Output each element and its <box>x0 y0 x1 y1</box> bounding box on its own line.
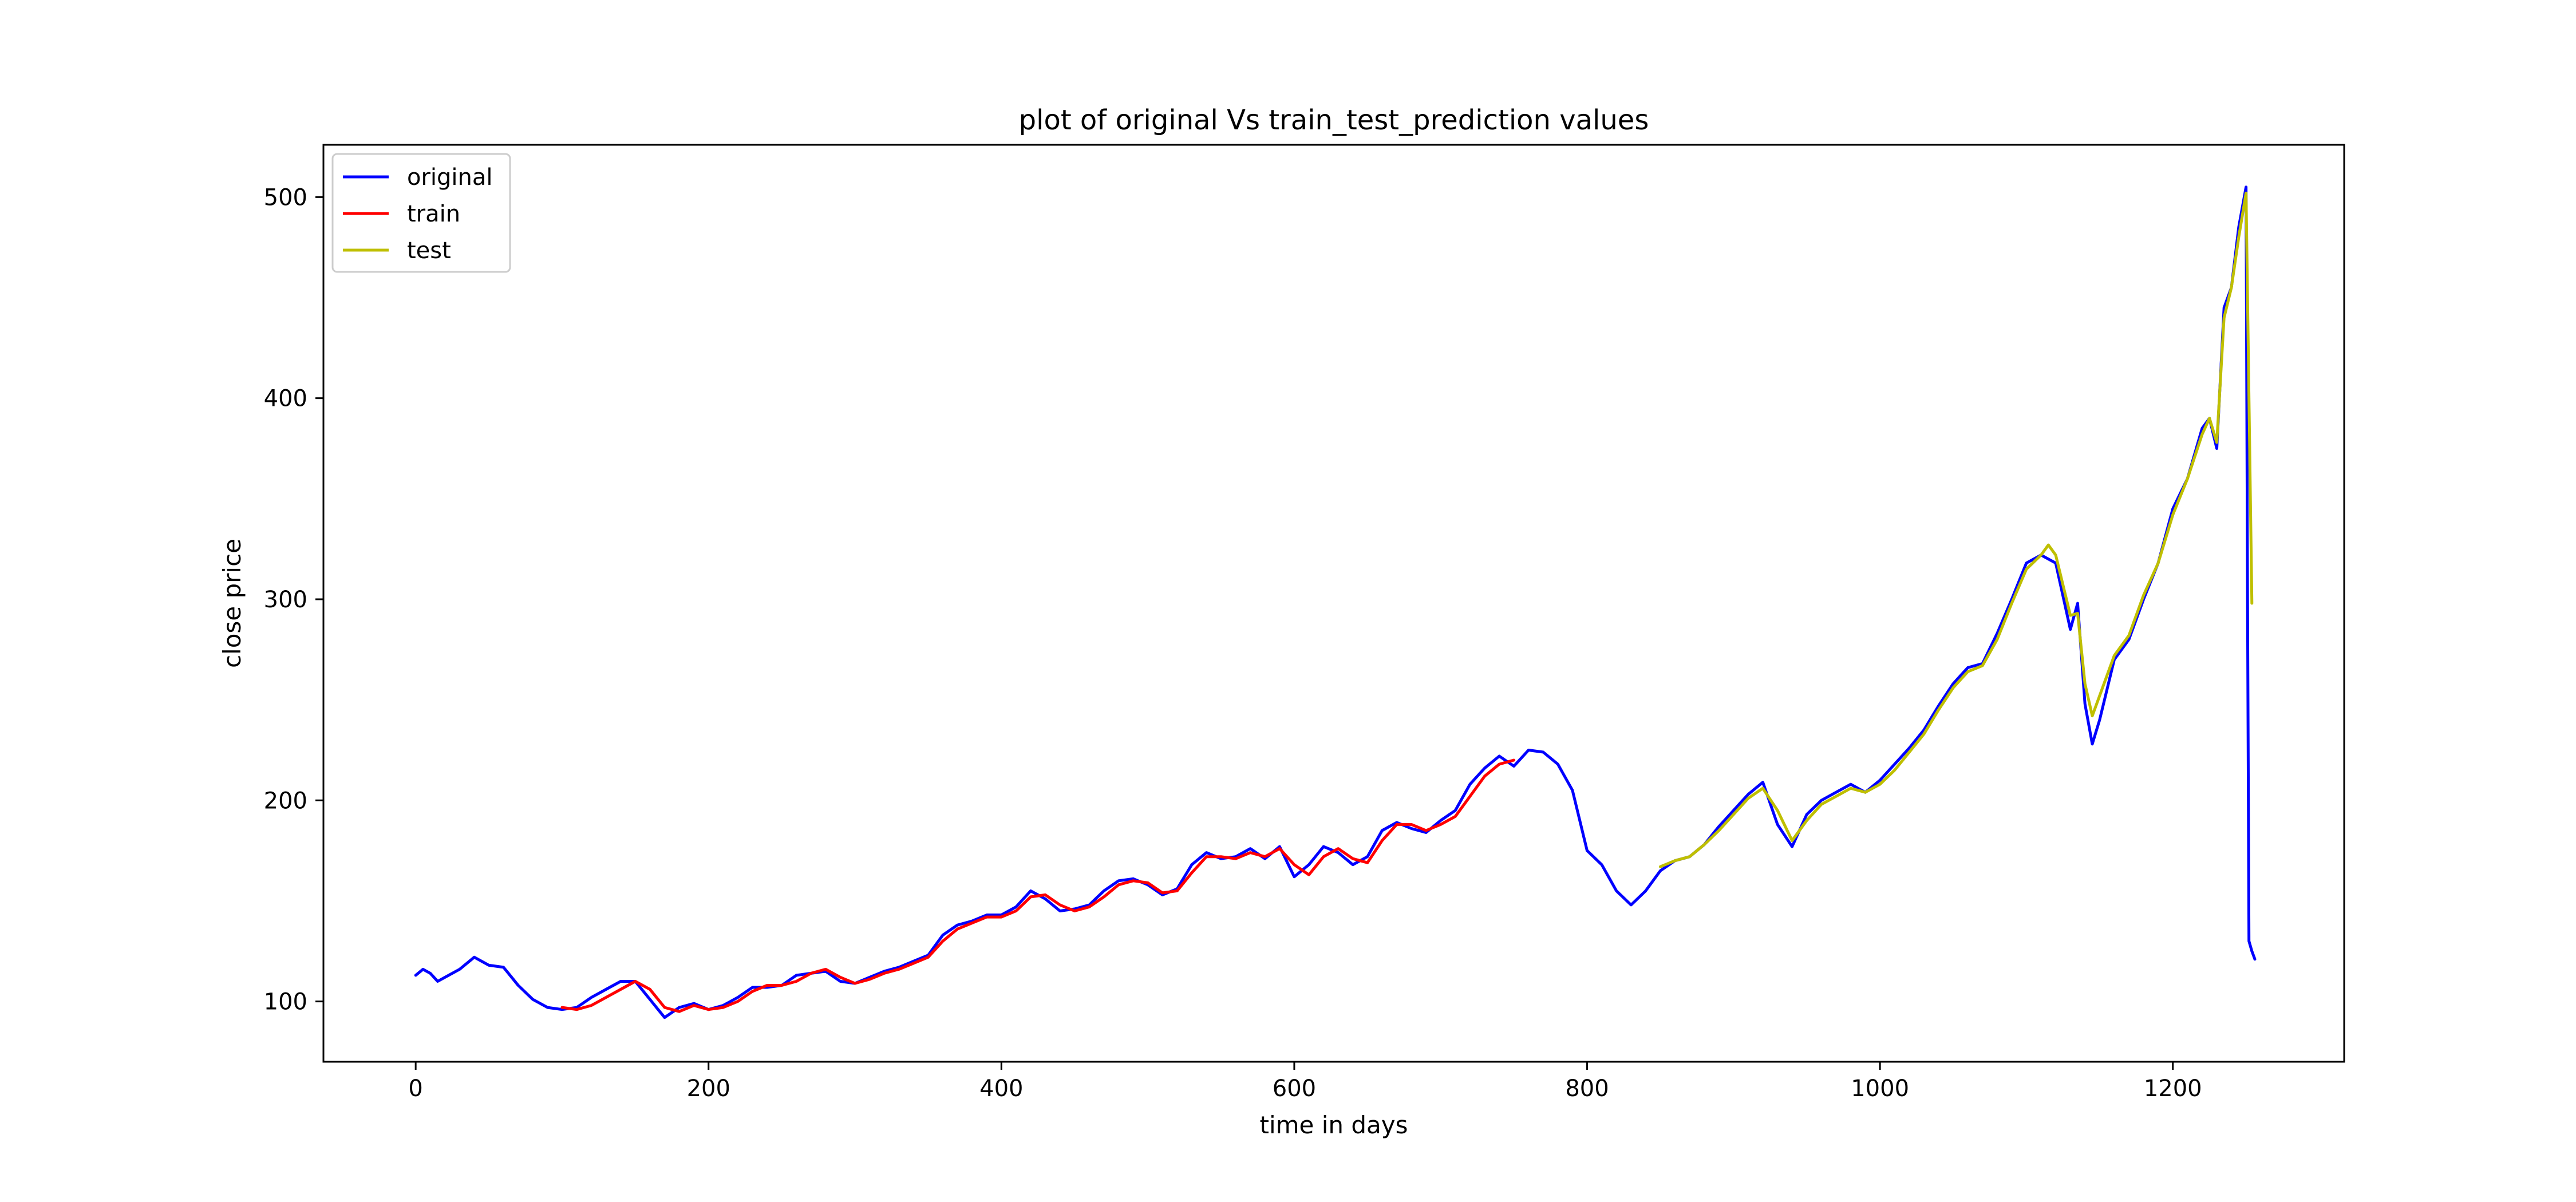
y-tick-label: 400 <box>264 386 307 412</box>
x-tick-label: 1200 <box>2144 1076 2202 1102</box>
legend-label-test: test <box>407 238 451 264</box>
x-tick-label: 600 <box>1273 1076 1316 1102</box>
plot-frame <box>322 144 2345 1063</box>
chart-title: plot of original Vs train_test_predictio… <box>1019 104 1649 136</box>
series-line-test <box>1658 191 2254 868</box>
legend-label-train: train <box>407 201 460 227</box>
x-tick-label: 0 <box>408 1076 422 1102</box>
legend-box <box>331 153 511 273</box>
y-tick-label: 200 <box>264 788 307 814</box>
y-tick-label: 100 <box>264 989 307 1015</box>
y-axis-label: close price <box>218 539 246 668</box>
series-line-original <box>414 185 2257 1019</box>
x-tick-label: 1000 <box>1851 1076 1909 1102</box>
x-axis-label: time in days <box>1259 1111 1408 1139</box>
axes-layer: 0 200 400 600 800 1000 1200 100 200 300 400 500 <box>264 144 2345 1102</box>
y-tick-label: 300 <box>264 587 307 613</box>
series-layer <box>414 185 2257 1019</box>
x-tick-label: 200 <box>687 1076 730 1102</box>
x-tick-label: 400 <box>979 1076 1023 1102</box>
series-line-train <box>560 758 1516 1013</box>
x-tick-label: 800 <box>1565 1076 1609 1102</box>
legend-label-original: original <box>407 164 493 191</box>
y-tick-label: 500 <box>264 184 307 211</box>
legend: original train test <box>331 153 511 273</box>
